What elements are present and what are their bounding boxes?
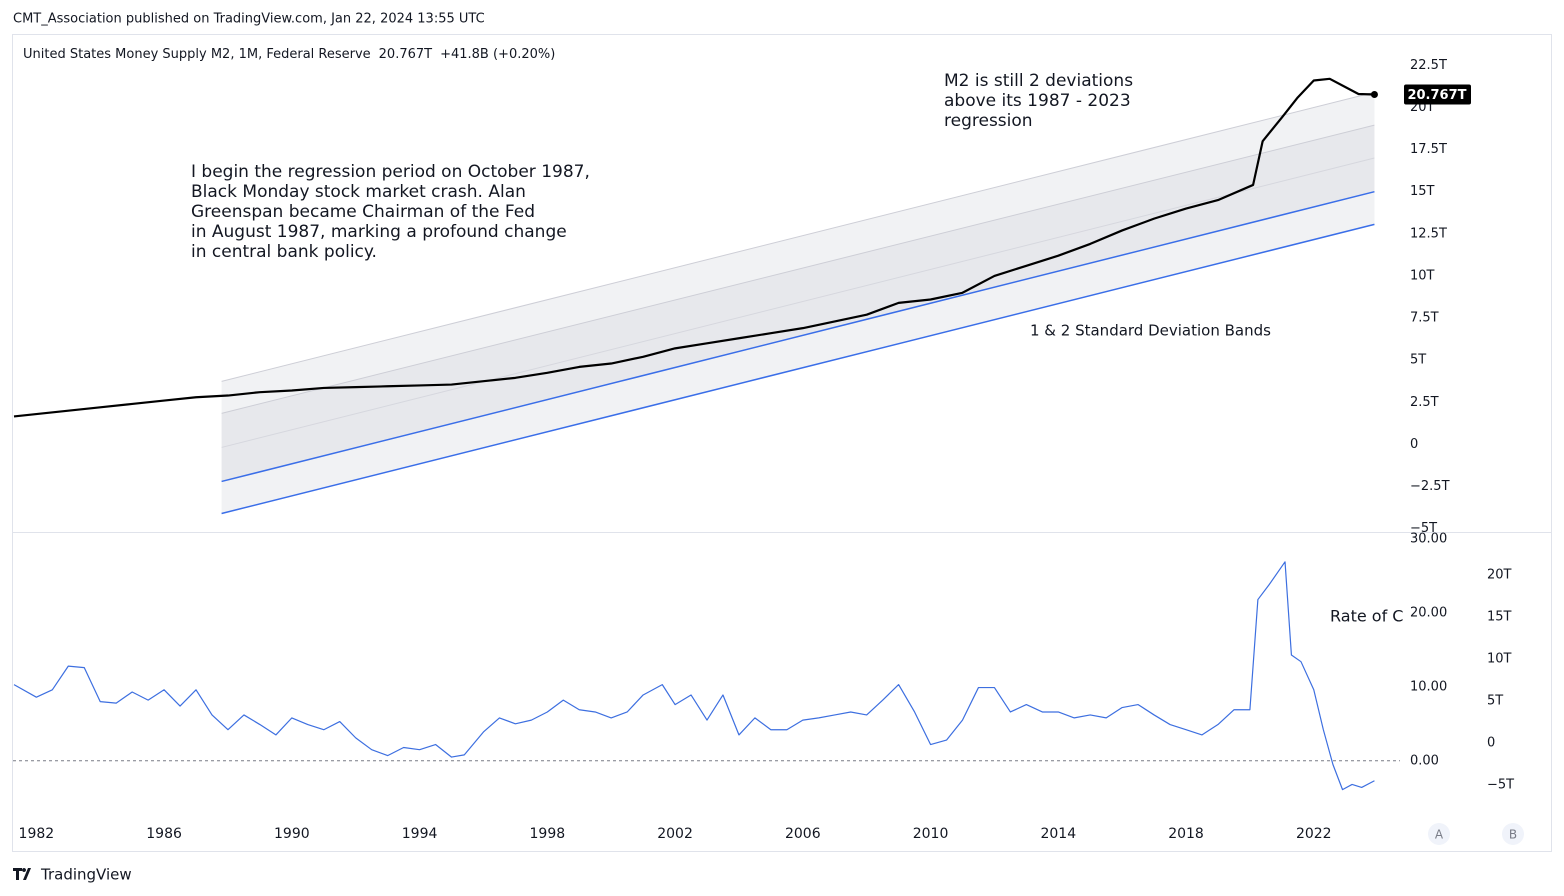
y-tick-label: 2.5T <box>1410 395 1439 410</box>
channel-band <box>221 125 1375 448</box>
annotation: above its 1987 - 2023 <box>944 91 1131 111</box>
x-tick-label: 2010 <box>913 826 949 842</box>
y2-tick-label: 10T <box>1487 652 1512 667</box>
annotation: in central bank policy. <box>191 242 377 262</box>
scale-button[interactable] <box>1428 823 1450 845</box>
y2-tick-label: 20T <box>1487 568 1512 583</box>
scale-button[interactable] <box>1502 823 1524 845</box>
x-tick-label: 1994 <box>402 826 438 842</box>
chart-frame <box>12 34 1552 852</box>
brand: TradingView <box>40 866 132 884</box>
series-line <box>13 77 1375 418</box>
series-line <box>13 561 1375 791</box>
channel-line <box>221 223 1375 515</box>
tv-logo <box>13 868 31 880</box>
scale-button-label[interactable]: B <box>1509 828 1517 842</box>
scale-button-label[interactable]: A <box>1435 828 1444 842</box>
legend-value: 20.767T <box>379 47 432 62</box>
y-tick-label: 30.00 <box>1410 531 1447 546</box>
x-tick-label: 1986 <box>146 826 182 842</box>
channel-band <box>221 92 1375 414</box>
y-tick-label: 5T <box>1410 353 1426 368</box>
x-tick-label: 1982 <box>19 826 55 842</box>
annotation: 1 & 2 Standard Deviation Bands <box>1030 322 1271 340</box>
legend-change: +41.8B (+0.20%) <box>440 47 555 62</box>
channel-line <box>221 91 1375 382</box>
y-tick-label: 15T <box>1410 184 1435 199</box>
annotation: regression <box>944 111 1033 131</box>
y-tick-label: 7.5T <box>1410 311 1439 326</box>
annotation: Greenspan became Chairman of the Fed <box>191 202 535 222</box>
annotation: Black Monday stock market crash. Alan <box>191 182 526 202</box>
y-tick-label: −5T <box>1410 521 1437 536</box>
plot <box>13 561 1400 791</box>
publisher: CMT_Association published on TradingView… <box>13 12 485 27</box>
channel-line <box>221 124 1375 414</box>
plot <box>13 77 1375 515</box>
y-tick-label: 20.00 <box>1410 605 1447 620</box>
pane-title: Rate of C <box>1330 607 1403 626</box>
annotation: M2 is still 2 deviations <box>944 71 1133 91</box>
channel-band <box>221 191 1375 514</box>
x-tick-label: 1998 <box>530 826 566 842</box>
y2-tick-label: 0 <box>1487 736 1495 751</box>
y-tick-label: 10T <box>1410 268 1435 283</box>
y2-tick-label: −5T <box>1487 778 1514 793</box>
x-tick-label: 2014 <box>1040 826 1076 842</box>
y-tick-label: 12.5T <box>1410 226 1447 241</box>
channel-band <box>221 157 1375 482</box>
y-tick-label: 22.5T <box>1410 58 1447 73</box>
price-label: 20.767T <box>1407 88 1466 103</box>
legend: United States Money Supply M2, 1M, Feder… <box>23 47 555 62</box>
y-tick-label: 17.5T <box>1410 142 1447 157</box>
y2-tick-label: 15T <box>1487 610 1512 625</box>
y-tick-label: 0.00 <box>1410 753 1439 768</box>
annotation: I begin the regression period on October… <box>191 162 590 182</box>
y-tick-label: −2.5T <box>1410 479 1450 494</box>
annotation: in August 1987, marking a profound chang… <box>191 222 567 242</box>
x-tick-label: 2006 <box>785 826 821 842</box>
x-tick-label: 2018 <box>1168 826 1204 842</box>
last-point <box>1370 91 1378 99</box>
y-tick-label: 10.00 <box>1410 679 1447 694</box>
x-tick-label: 1990 <box>274 826 310 842</box>
y-tick-label: 0 <box>1410 437 1418 452</box>
channel-line <box>221 157 1375 448</box>
channel-line <box>221 190 1375 483</box>
x-tick-label: 2022 <box>1296 826 1332 842</box>
x-tick-label: 2002 <box>657 826 693 842</box>
legend-title: United States Money Supply M2, 1M, Feder… <box>23 47 371 62</box>
price-label-bg <box>1404 84 1471 105</box>
y2-tick-label: 5T <box>1487 694 1503 709</box>
